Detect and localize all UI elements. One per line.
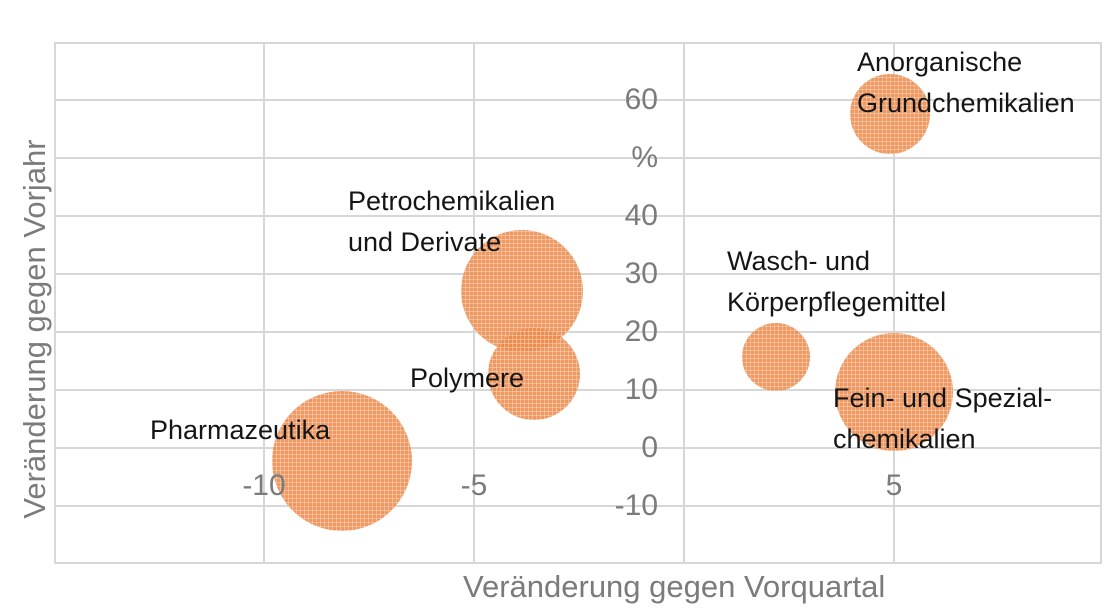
y-tick-40: 40 xyxy=(624,199,658,232)
gridline-x-0 xyxy=(683,42,685,564)
gridline-y-50 xyxy=(54,157,1102,159)
gridline-y-60 xyxy=(54,99,1102,101)
y-tick-minus10: -10 xyxy=(614,489,658,522)
bubble-feinchemikalien xyxy=(835,333,953,451)
y-axis-title: Veränderung gegen Vorjahr xyxy=(17,139,52,519)
x-tick-minus10: -10 xyxy=(242,469,286,502)
bubble-polymere xyxy=(488,328,580,420)
gridline-y-10 xyxy=(54,389,1102,391)
y-tick-30: 30 xyxy=(624,257,658,290)
bubble-anorganische xyxy=(850,74,930,154)
x-axis-title: Veränderung gegen Vorquartal xyxy=(463,569,886,604)
bubble-label-pharmazeutika: Pharmazeutika xyxy=(150,415,331,445)
bubble-waschmittel xyxy=(742,323,810,391)
bubble-label-waschmittel: Wasch- und Körperpflegemittel xyxy=(727,246,947,317)
gridline-y-20 xyxy=(54,331,1102,333)
gridline-y-minus10 xyxy=(54,505,1102,507)
gridline-y-40 xyxy=(54,215,1102,217)
bubble-label-anorganische: Anorganische Grundchemikalien xyxy=(857,47,1075,118)
bubble-pharmazeutika xyxy=(272,391,412,531)
gridline-y-0 xyxy=(54,447,1102,449)
bubble-label-petrochemikalien: Petrochemikalien und Derivate xyxy=(348,186,556,257)
y-tick-10: 10 xyxy=(624,373,658,406)
gridline-x-5 xyxy=(893,42,895,564)
gridline-x-minus10 xyxy=(263,42,265,564)
y-tick-0: 0 xyxy=(641,431,658,464)
x-tick-5: 5 xyxy=(885,469,903,502)
y-tick-percent: % xyxy=(631,141,658,174)
y-tick-20: 20 xyxy=(624,315,658,348)
y-tick-60: 60 xyxy=(624,83,658,116)
bubble-label-polymere: Polymere xyxy=(410,363,525,393)
x-tick-minus5: -5 xyxy=(460,469,488,502)
bubble-label-feinchemikalien: Fein- und Spezial- chemikalien xyxy=(833,383,1053,454)
